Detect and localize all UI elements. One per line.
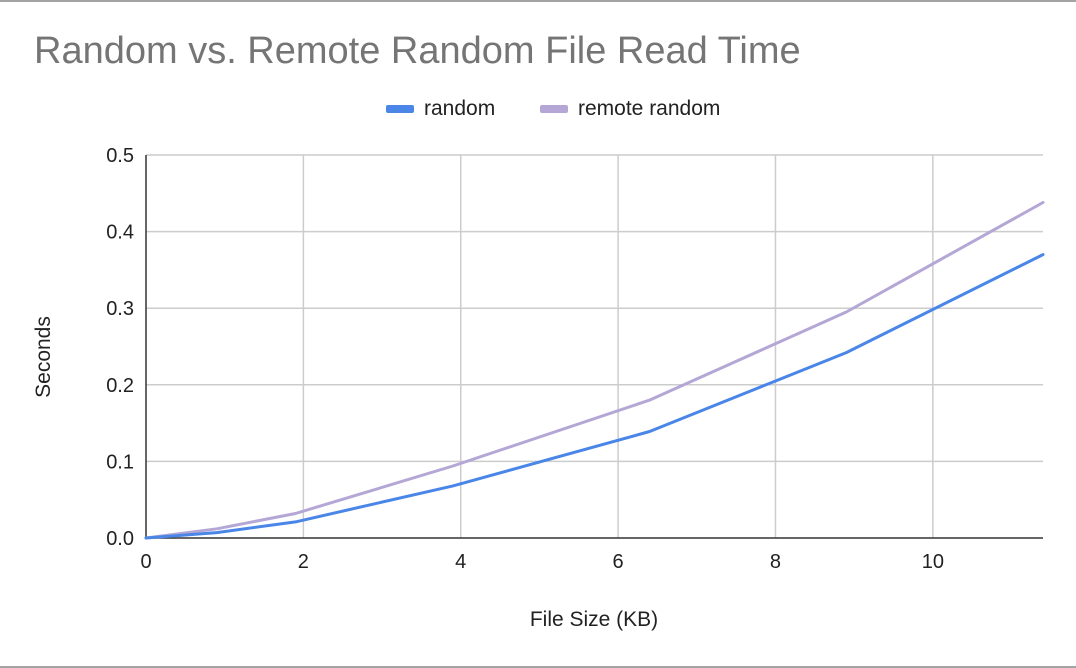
legend-item-remote-random: remote random xyxy=(540,96,720,122)
y-tick-label: 0.4 xyxy=(106,222,134,244)
legend-label-random: random xyxy=(424,97,496,120)
legend: random remote random xyxy=(0,96,1076,122)
series-line-random xyxy=(144,253,1045,540)
x-tick-label: 8 xyxy=(770,551,781,573)
y-axis-label: Seconds xyxy=(32,316,55,398)
x-tick-label: 0 xyxy=(140,551,151,573)
chart-title: Random vs. Remote Random File Read Time xyxy=(34,30,801,72)
series-line-remote-random xyxy=(144,201,1045,540)
x-tick-label: 10 xyxy=(922,551,944,573)
y-tick-label: 0.3 xyxy=(106,298,134,320)
legend-swatch-remote-random xyxy=(540,105,568,113)
legend-swatch-random xyxy=(386,105,414,113)
legend-label-remote-random: remote random xyxy=(578,97,721,120)
x-axis-label: File Size (KB) xyxy=(529,608,659,631)
y-tick-label: 0.1 xyxy=(106,451,134,473)
x-tick-label: 4 xyxy=(455,551,466,573)
legend-item-random: random xyxy=(386,96,495,122)
y-tick-label: 0.5 xyxy=(106,145,134,167)
x-tick-label: 6 xyxy=(613,551,624,573)
y-tick-label: 0.0 xyxy=(106,528,134,550)
x-tick-label: 2 xyxy=(298,551,309,573)
y-tick-label: 0.2 xyxy=(106,375,134,397)
